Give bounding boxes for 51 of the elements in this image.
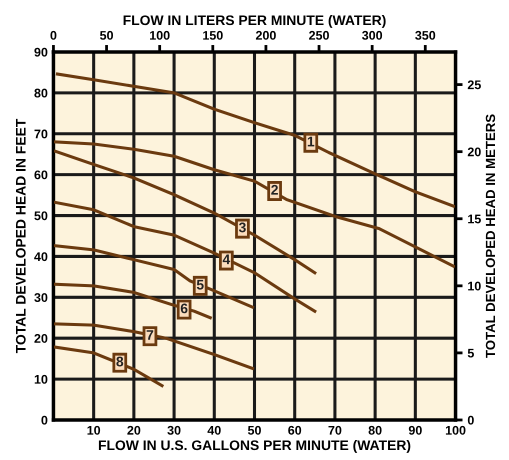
y2-tick-label: 20 xyxy=(468,147,481,156)
x-tick-label: 40 xyxy=(208,426,221,435)
annotation: 7 xyxy=(146,330,154,340)
x2-tick-label: 300 xyxy=(362,30,382,40)
annotation: 3 xyxy=(238,222,246,232)
annotation: 2 xyxy=(271,184,278,195)
y2-tick-label: 10 xyxy=(468,282,481,290)
annotation: 8 xyxy=(116,356,124,366)
y2-tick-label: 5 xyxy=(468,348,474,358)
x-tick-label: 30 xyxy=(167,426,181,435)
x-tick-label: 100 xyxy=(446,426,466,435)
y2-axis-title: TOTAL DEVELOPED HEAD IN METERS xyxy=(486,114,496,358)
y-tick-label: 60 xyxy=(34,170,48,180)
y-tick-label: 10 xyxy=(34,374,48,384)
x2-tick-label: 200 xyxy=(256,30,276,40)
line-series xyxy=(54,200,316,313)
y-tick-label: 0 xyxy=(41,416,48,425)
x-tick-label: 70 xyxy=(328,426,342,435)
x2-tick-label: 250 xyxy=(309,30,329,40)
y2-tick-label: 25 xyxy=(468,80,481,90)
y-tick-label: 80 xyxy=(34,88,48,98)
y2-tick-label: 15 xyxy=(468,214,481,224)
x2-tick-label: 0 xyxy=(50,30,56,40)
x2-tick-label: 350 xyxy=(415,30,436,40)
x-tick-label: 10 xyxy=(87,426,100,435)
annotation: 1 xyxy=(308,136,314,146)
line-series xyxy=(54,150,316,274)
y-tick-label: 50 xyxy=(34,211,48,220)
y-tick-label: 40 xyxy=(34,252,48,262)
x-tick-label: 50 xyxy=(248,426,261,435)
line-series xyxy=(54,322,254,370)
x-tick-label: 90 xyxy=(408,426,422,435)
x-tick-label: 20 xyxy=(127,426,140,435)
annotation: 4 xyxy=(222,254,230,264)
y-axis-title: TOTAL DEVELOPED HEAD IN FEET xyxy=(16,118,26,354)
x2-tick-label: 100 xyxy=(150,30,170,40)
line-series xyxy=(54,346,164,388)
x2-tick-label: 150 xyxy=(203,30,223,40)
annotation: 6 xyxy=(180,303,188,314)
x-tick-label: 60 xyxy=(288,426,302,435)
y-tick-label: 30 xyxy=(34,293,48,302)
y2-tick-label: 0 xyxy=(468,416,474,425)
y-tick-label: 70 xyxy=(34,130,48,138)
y-tick-label: 20 xyxy=(34,334,48,343)
x-tick-label: 80 xyxy=(368,426,382,435)
x2-tick-label: 50 xyxy=(100,30,114,40)
annotation: 5 xyxy=(196,280,204,290)
line-series xyxy=(56,72,456,208)
y-tick-label: 90 xyxy=(34,48,48,57)
x2-axis-title: FLOW IN LITERS PER MINUTE (WATER) xyxy=(124,14,386,28)
x-axis-title: FLOW IN U.S. GALLONS PER MINUTE (WATER) xyxy=(98,440,410,453)
